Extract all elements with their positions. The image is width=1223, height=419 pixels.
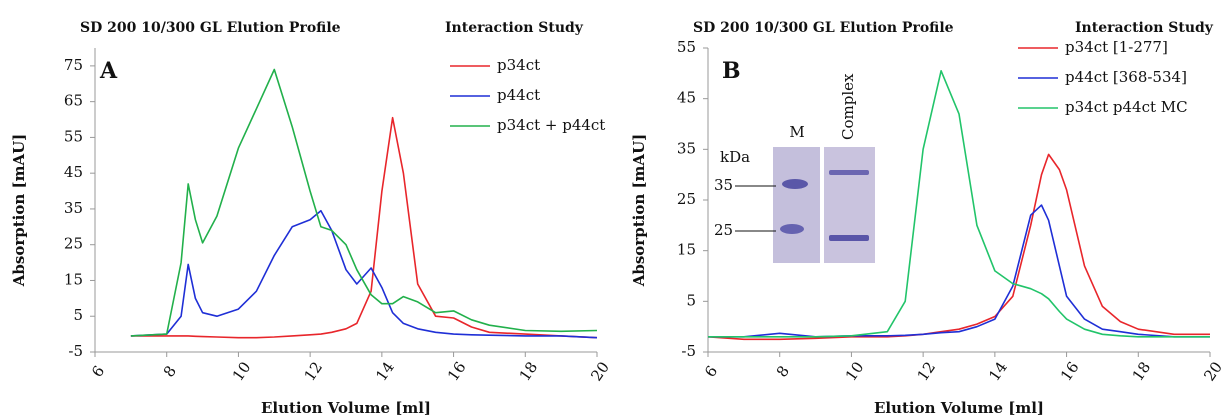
y-tick-label: 15 [677,241,696,259]
x-tick-label: 16 [1057,358,1083,384]
x-axis-title: Elution Volume [ml] [874,399,1044,417]
panel-label: B [722,58,741,84]
y-tick-label: 55 [64,127,83,145]
series-line [130,116,598,339]
legend-label: p44ct [497,86,540,104]
gel-band [829,235,869,241]
chart-subtitle: Interaction Study [1075,20,1214,36]
series-line [708,70,1210,338]
x-tick-label: 10 [842,358,868,384]
y-tick-label: 25 [64,235,83,253]
y-tick-label: 55 [677,38,696,56]
x-tick-label: 18 [516,358,542,384]
legend-label: p34ct [1-277] [1065,38,1168,56]
x-tick-label: 10 [229,358,255,384]
x-tick-label: 20 [587,358,613,384]
lane-label: Complex [839,73,857,140]
y-tick-label: 65 [64,92,83,110]
y-tick-label: 75 [64,56,83,74]
x-tick-label: 6 [88,362,108,380]
chart-subtitle: Interaction Study [445,20,584,36]
marker-label: 25 [714,221,733,239]
gel-lane [773,147,820,263]
y-tick-label: 45 [64,163,83,181]
gel-band [780,224,804,234]
legend-label: p44ct [368-534] [1065,68,1187,86]
y-tick-label: -5 [68,342,83,360]
chart-title: SD 200 10/300 GL Elution Profile [693,20,954,36]
panel-label: A [99,58,118,84]
x-tick-label: 20 [1200,358,1223,384]
y-tick-label: 25 [677,190,696,208]
legend-label: p34ct p44ct MC [1065,98,1188,116]
x-axis-title: Elution Volume [ml] [261,399,431,417]
y-tick-label: 5 [686,291,696,309]
y-axis-title: Absorption [mAU] [10,134,28,288]
x-tick-label: 16 [444,358,470,384]
gel-lane [824,147,875,263]
y-tick-label: 15 [64,270,83,288]
gel-band [829,170,869,175]
y-tick-label: 45 [677,89,696,107]
x-tick-label: 6 [701,362,721,380]
x-tick-label: 14 [372,358,398,384]
x-tick-label: 8 [160,362,180,380]
legend-label: p34ct + p44ct [497,116,605,134]
marker-label: 35 [714,176,733,194]
gel-band [782,179,808,189]
x-tick-label: 12 [913,358,939,384]
series-line [130,68,598,337]
x-tick-label: 8 [773,362,793,380]
chart-title: SD 200 10/300 GL Elution Profile [80,20,341,36]
x-tick-label: 18 [1129,358,1155,384]
lane-label: M [789,123,804,141]
y-axis-title: Absorption [mAU] [630,134,648,288]
series-line [130,209,598,339]
series-line [707,153,1210,341]
y-tick-label: 5 [73,306,83,324]
y-tick-label: 35 [677,139,696,157]
y-tick-label: -5 [681,342,696,360]
legend-label: p34ct [497,56,540,74]
x-tick-label: 12 [300,358,326,384]
y-tick-label: 35 [64,199,83,217]
x-tick-label: 14 [985,358,1011,384]
unit-label: kDa [720,148,750,166]
